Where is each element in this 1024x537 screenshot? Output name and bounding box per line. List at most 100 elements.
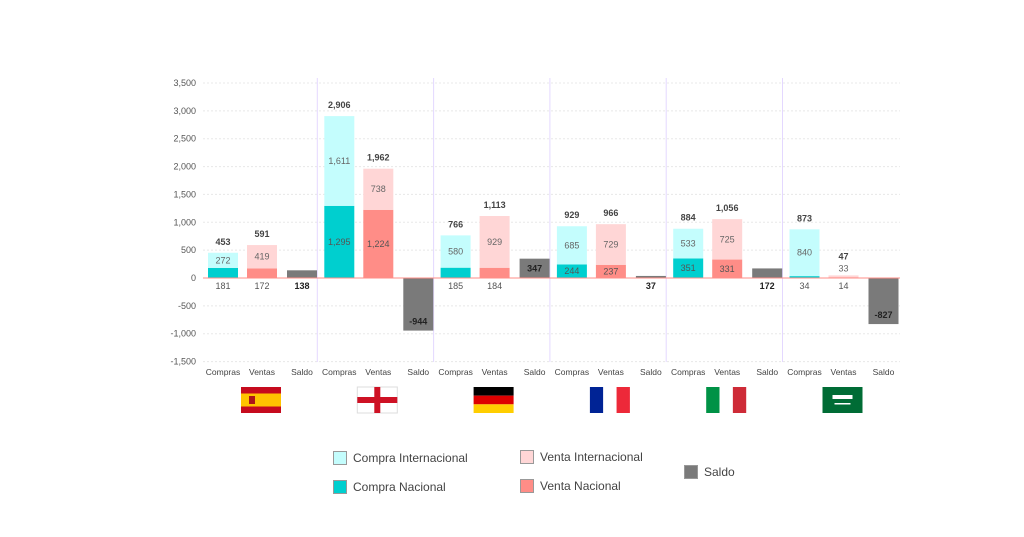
bar-compra-internacional	[673, 228, 704, 259]
bar-venta-nacional	[595, 264, 626, 278]
england-flag-part	[357, 397, 398, 403]
total-label: 2,906	[328, 100, 351, 110]
italy-flag-part	[706, 387, 720, 413]
bar-venta-internacional	[828, 275, 859, 278]
y-tick-label: -500	[178, 301, 196, 311]
data-label: 580	[448, 247, 463, 257]
total-label: 1,056	[716, 203, 739, 213]
bar-venta-nacional	[363, 209, 394, 278]
bar-compra-nacional	[324, 205, 355, 278]
bar-venta-internacional	[712, 219, 743, 260]
total-label: 47	[838, 251, 848, 261]
total-label: 966	[603, 208, 618, 218]
data-label: 244	[564, 266, 579, 276]
y-tick-label: 3,500	[173, 78, 196, 88]
france-flag-part	[589, 387, 604, 413]
x-tick-label: Compras	[787, 367, 821, 377]
bar-venta-internacional	[595, 224, 626, 265]
legend-swatch	[684, 465, 698, 479]
data-label: 172	[254, 281, 269, 291]
saudi-arabia-flag-part	[822, 387, 863, 413]
total-label: 873	[797, 213, 812, 223]
y-tick-label: 1,500	[173, 189, 196, 199]
legend-venta-internacional: Venta Internacional	[520, 450, 643, 464]
x-tick-label: Ventas	[482, 367, 508, 377]
italy-flag-part	[719, 387, 733, 413]
saudi-arabia-flag-part	[832, 395, 853, 399]
legend-venta-nacional: Venta Nacional	[520, 479, 621, 493]
data-label: 1,295	[328, 237, 351, 247]
data-label: 685	[564, 240, 579, 250]
legend-swatch	[520, 479, 534, 493]
total-label: 766	[448, 219, 463, 229]
bar-saldo	[403, 278, 434, 331]
x-tick-label: Compras	[555, 367, 589, 377]
legend-label: Venta Nacional	[540, 479, 621, 493]
legend-compra-internacional: Compra Internacional	[333, 451, 468, 465]
legend-label: Venta Internacional	[540, 450, 643, 464]
bar-compra-nacional	[208, 267, 238, 278]
data-label: 14	[838, 281, 848, 291]
bar-saldo	[287, 270, 317, 278]
data-label: 419	[254, 252, 269, 262]
bar-compra-internacional	[440, 235, 471, 268]
france-flag-part	[616, 387, 630, 413]
data-label: 237	[603, 266, 618, 276]
germany-flag-part	[473, 387, 514, 396]
x-tick-label: Saldo	[640, 367, 662, 377]
spain-flag-part	[249, 396, 255, 404]
x-tick-label: Saldo	[407, 367, 429, 377]
legend-swatch	[520, 450, 534, 464]
y-tick-label: -1,500	[170, 357, 196, 367]
data-label: 184	[487, 281, 502, 291]
bar-compra-nacional	[789, 276, 820, 278]
legend-swatch	[333, 451, 347, 465]
legend-label: Saldo	[704, 465, 735, 479]
bar-compra-nacional	[556, 264, 587, 278]
bar-venta-nacional	[712, 259, 743, 278]
bar-saldo	[752, 268, 783, 278]
y-tick-label: 0	[191, 273, 196, 283]
x-tick-label: Saldo	[524, 367, 546, 377]
data-label: 172	[760, 281, 775, 291]
bar-saldo	[868, 278, 899, 325]
y-tick-label: 2,500	[173, 134, 196, 144]
y-tick-label: 2,000	[173, 162, 196, 172]
bar-compra-nacional	[440, 267, 471, 278]
data-label: -827	[874, 310, 892, 320]
x-tick-label: Ventas	[714, 367, 740, 377]
bar-compra-nacional	[673, 258, 704, 278]
data-label: 725	[720, 234, 735, 244]
total-label: 929	[564, 210, 579, 220]
x-tick-label: Saldo	[291, 367, 313, 377]
x-tick-label: Saldo	[873, 367, 895, 377]
data-label: 138	[294, 281, 309, 291]
legend-label: Compra Nacional	[353, 480, 446, 494]
data-label: 738	[371, 184, 386, 194]
total-label: 884	[681, 213, 696, 223]
bar-venta-nacional	[247, 268, 277, 278]
bar-venta-internacional	[363, 168, 394, 210]
x-tick-label: Ventas	[598, 367, 624, 377]
total-label: 453	[215, 237, 230, 247]
bar-compra-internacional	[208, 252, 238, 268]
bar-venta-nacional	[479, 267, 510, 278]
legend-saldo: Saldo	[684, 465, 735, 479]
legend-compra-nacional: Compra Nacional	[333, 480, 446, 494]
x-tick-label: Ventas	[365, 367, 391, 377]
bar-venta-internacional	[479, 215, 510, 268]
data-label: 331	[720, 264, 735, 274]
data-label: 272	[215, 255, 230, 265]
x-tick-label: Compras	[671, 367, 705, 377]
france-flag-part	[603, 387, 617, 413]
bar-venta-internacional	[247, 245, 277, 269]
x-tick-label: Compras	[438, 367, 472, 377]
x-tick-label: Compras	[206, 367, 240, 377]
total-label: 591	[254, 229, 269, 239]
bar-saldo	[519, 258, 550, 278]
data-label: 533	[681, 239, 696, 249]
x-tick-label: Ventas	[249, 367, 275, 377]
data-label: 929	[487, 237, 502, 247]
